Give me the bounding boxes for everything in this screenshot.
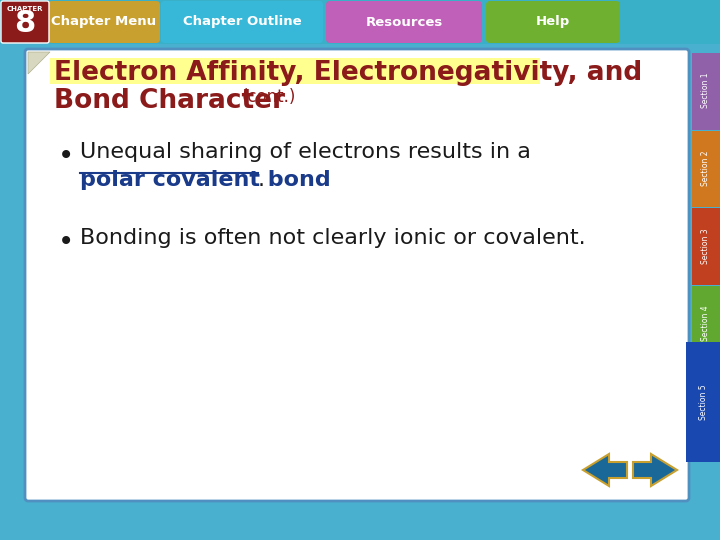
Polygon shape xyxy=(583,454,627,486)
Text: Section 5: Section 5 xyxy=(698,384,708,420)
Text: 8: 8 xyxy=(14,10,35,38)
FancyBboxPatch shape xyxy=(50,58,540,84)
Text: •: • xyxy=(58,142,74,170)
Text: CHAPTER: CHAPTER xyxy=(6,6,43,12)
Text: Chapter Menu: Chapter Menu xyxy=(51,16,156,29)
Text: polar covalent bond: polar covalent bond xyxy=(80,170,330,190)
Text: Bond Character: Bond Character xyxy=(54,88,285,114)
FancyBboxPatch shape xyxy=(692,208,720,285)
FancyBboxPatch shape xyxy=(1,1,49,43)
FancyBboxPatch shape xyxy=(692,286,720,362)
Text: Bonding is often not clearly ionic or covalent.: Bonding is often not clearly ionic or co… xyxy=(80,228,585,248)
Text: Section 4: Section 4 xyxy=(701,306,711,341)
Text: •: • xyxy=(58,228,74,256)
FancyBboxPatch shape xyxy=(692,131,720,207)
FancyBboxPatch shape xyxy=(692,53,720,130)
Text: (cont.): (cont.) xyxy=(242,88,297,106)
FancyBboxPatch shape xyxy=(686,342,720,462)
FancyBboxPatch shape xyxy=(486,1,620,43)
Text: Section 1: Section 1 xyxy=(701,73,711,109)
FancyBboxPatch shape xyxy=(0,0,720,44)
Text: Unequal sharing of electrons results in a: Unequal sharing of electrons results in … xyxy=(80,142,531,162)
Text: Help: Help xyxy=(536,16,570,29)
Text: Section 2: Section 2 xyxy=(701,151,711,186)
FancyBboxPatch shape xyxy=(48,1,160,43)
FancyBboxPatch shape xyxy=(326,1,482,43)
Polygon shape xyxy=(633,454,677,486)
FancyBboxPatch shape xyxy=(161,1,323,43)
FancyBboxPatch shape xyxy=(25,49,689,501)
Text: Resources: Resources xyxy=(365,16,443,29)
Text: Chapter Outline: Chapter Outline xyxy=(183,16,301,29)
Text: Electron Affinity, Electronegativity, and: Electron Affinity, Electronegativity, an… xyxy=(54,60,642,86)
Polygon shape xyxy=(28,52,50,74)
Text: .: . xyxy=(258,170,265,190)
Text: Section 3: Section 3 xyxy=(701,228,711,264)
